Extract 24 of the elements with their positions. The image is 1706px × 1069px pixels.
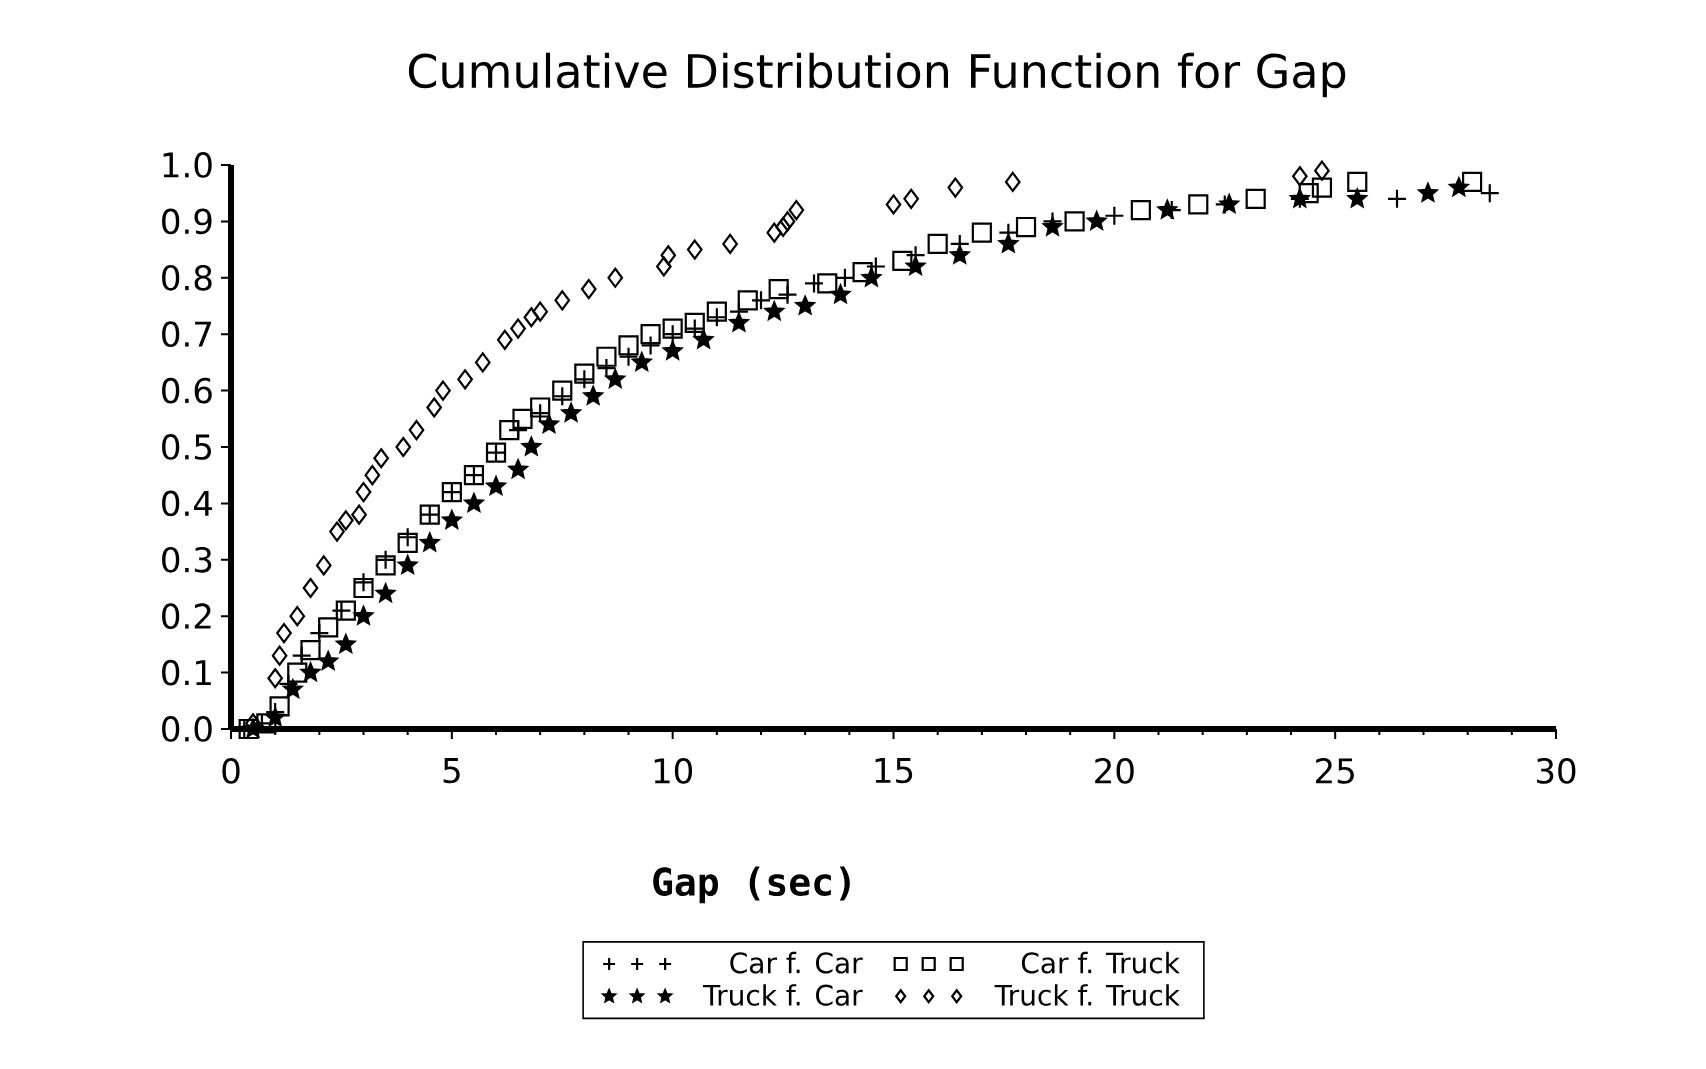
legend-label: Truck f. Truck: [994, 984, 1180, 1006]
y-tick-label: 0.4: [162, 490, 213, 517]
y-tick-label: 1.0: [163, 152, 212, 178]
y-tick-label: 0.9: [162, 208, 212, 235]
x-tick-label: 0: [222, 758, 240, 784]
x-tick-label: 25: [1316, 758, 1354, 784]
legend-label: Car f. Car: [730, 951, 863, 974]
y-tick-label: 0.3: [162, 546, 212, 573]
y-tick-label: 0.1: [162, 659, 211, 686]
y-tick-label: 0.7: [162, 321, 212, 348]
y-tick-label: 0.0: [162, 716, 212, 742]
y-tick-label: 0.6: [162, 377, 212, 404]
x-tick-label: 5: [443, 758, 460, 784]
y-tick-label: 0.2: [162, 603, 211, 630]
x-tick-label: 10: [654, 758, 693, 784]
x-tick-label: 30: [1536, 758, 1576, 784]
x-tick-label: 20: [1095, 758, 1134, 784]
legend-label: Truck f. Car: [703, 984, 863, 1006]
legend-label: Car f. Truck: [1021, 951, 1180, 974]
y-tick-label: 0.5: [162, 434, 211, 460]
x-axis-title: Gap (sec): [653, 866, 850, 904]
y-tick-label: 0.8: [162, 264, 212, 291]
chart-title: Cumulative Distribution Function for Gap: [408, 52, 1346, 98]
x-tick-label: 15: [875, 758, 913, 784]
